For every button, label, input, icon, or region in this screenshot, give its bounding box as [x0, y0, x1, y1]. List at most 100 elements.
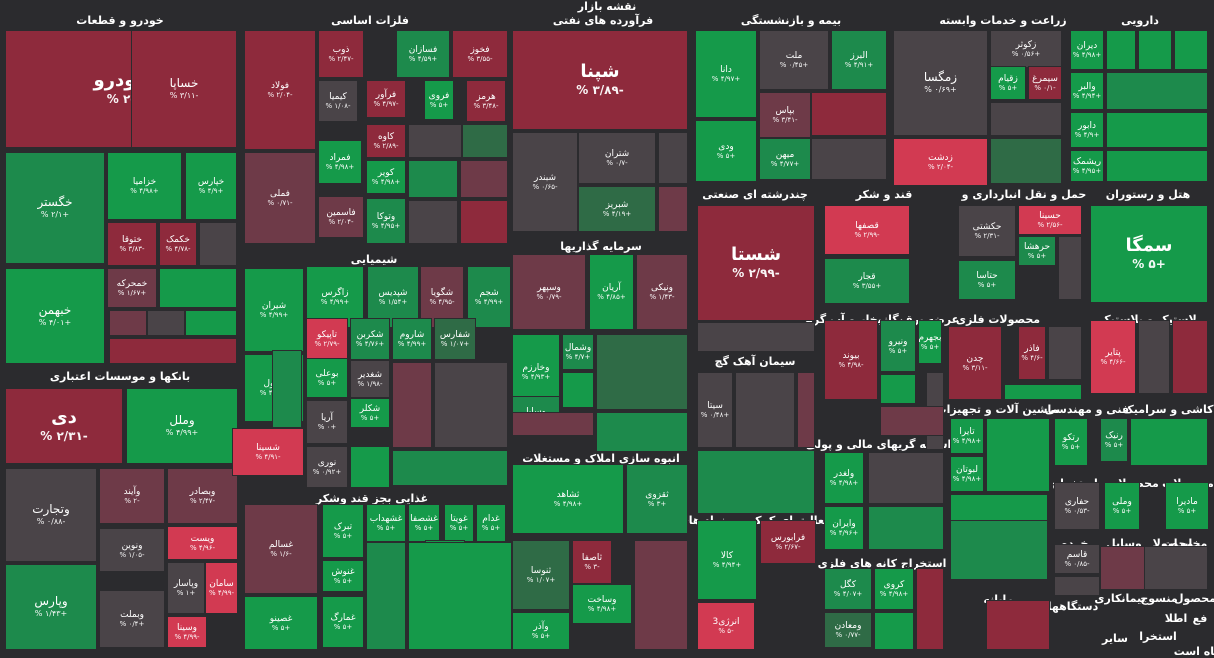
symbol-tile[interactable]: [1172, 320, 1208, 394]
symbol-tile[interactable]: ذوب -۲/۴۷ %: [318, 30, 364, 78]
symbol-tile[interactable]: [462, 124, 508, 158]
symbol-tile[interactable]: شسینا -۴/۹۱ %: [232, 428, 304, 476]
symbol-tile[interactable]: [392, 450, 508, 486]
symbol-tile[interactable]: والبر +۴/۹۴ %: [1070, 72, 1104, 110]
symbol-tile[interactable]: قصفها -۲/۹۹ %: [824, 205, 910, 255]
symbol-tile[interactable]: [1106, 112, 1208, 148]
symbol-tile[interactable]: شتران -۰/۷ %: [578, 132, 656, 184]
symbol-tile[interactable]: وملی +۵ %: [1104, 482, 1140, 530]
symbol-tile[interactable]: [1130, 418, 1208, 466]
symbol-tile[interactable]: زاگرس +۴/۹۹ %: [306, 266, 364, 328]
symbol-tile[interactable]: ثنوسا +۱/۰۷ %: [512, 540, 570, 610]
symbol-tile[interactable]: [1138, 320, 1170, 394]
symbol-tile[interactable]: فاسمین -۲/۰۴ %: [318, 196, 364, 238]
symbol-tile[interactable]: وسپهر -۰/۷۹ %: [512, 254, 586, 330]
symbol-tile[interactable]: فسازان +۴/۵۹ %: [396, 30, 450, 78]
symbol-tile[interactable]: [1004, 384, 1082, 400]
symbol-tile[interactable]: نوری +۰/۹۲ %: [306, 446, 348, 488]
symbol-tile[interactable]: وسینا -۴/۹۹ %: [167, 616, 207, 648]
symbol-tile[interactable]: [460, 200, 508, 244]
symbol-tile[interactable]: ثاصفا -۳ %: [572, 540, 612, 584]
symbol-tile[interactable]: میهن +۴/۷۷ %: [759, 138, 811, 180]
symbol-tile[interactable]: [868, 506, 944, 550]
symbol-tile[interactable]: مادیرا +۵ %: [1165, 482, 1209, 530]
symbol-tile[interactable]: سیمرغ -۰/۱ %: [1028, 66, 1062, 100]
symbol-tile[interactable]: [874, 612, 914, 650]
symbol-tile[interactable]: غمارگ +۵ %: [322, 596, 364, 648]
symbol-tile[interactable]: [634, 540, 688, 650]
symbol-tile[interactable]: دانا +۴/۹۷ %: [695, 30, 757, 118]
symbol-tile[interactable]: غدام +۵ %: [476, 504, 506, 542]
symbol-tile[interactable]: [366, 542, 406, 650]
symbol-tile[interactable]: شفارس +۱/۰۷ %: [434, 318, 476, 360]
symbol-tile[interactable]: فاذر -۴/۶ %: [1018, 326, 1046, 380]
symbol-tile[interactable]: [434, 362, 508, 448]
symbol-tile[interactable]: خپارس +۴/۹ %: [185, 152, 237, 220]
symbol-tile[interactable]: زکوثر +۰/۵۶ %: [990, 30, 1062, 68]
symbol-tile[interactable]: غنوش +۵ %: [322, 560, 364, 592]
symbol-tile[interactable]: شبریز +۴/۱۹ %: [578, 186, 656, 232]
symbol-tile[interactable]: [596, 412, 688, 452]
symbol-tile[interactable]: حسینا -۲/۵۶ %: [1018, 205, 1082, 235]
symbol-tile[interactable]: [109, 338, 237, 364]
symbol-tile[interactable]: وشمال +۴/۷ %: [562, 334, 594, 370]
symbol-tile[interactable]: وبملت +۰/۴ %: [99, 590, 165, 648]
symbol-tile[interactable]: کویر +۴/۹۸ %: [366, 160, 406, 194]
symbol-tile[interactable]: شاروم +۴/۹۹ %: [392, 318, 432, 360]
symbol-tile[interactable]: [697, 450, 815, 514]
symbol-tile[interactable]: [697, 322, 815, 352]
symbol-tile[interactable]: وساخت +۴/۹۸ %: [572, 584, 632, 624]
symbol-tile[interactable]: [350, 446, 390, 488]
symbol-tile[interactable]: خبهمن +۴/۰۱ %: [5, 268, 105, 364]
symbol-tile[interactable]: غسالم -۱/۶ %: [244, 504, 318, 594]
symbol-tile[interactable]: [159, 268, 237, 308]
symbol-tile[interactable]: بجهرم +۵ %: [918, 320, 942, 364]
symbol-tile[interactable]: [1054, 576, 1100, 596]
symbol-tile[interactable]: آریان +۴/۸۵ %: [589, 254, 634, 330]
symbol-tile[interactable]: [1144, 546, 1208, 590]
symbol-tile[interactable]: خساپا -۳/۱۱ %: [131, 30, 237, 148]
symbol-tile[interactable]: [797, 372, 815, 448]
symbol-tile[interactable]: هرمز -۳/۴۸ %: [466, 80, 506, 122]
symbol-tile[interactable]: ونیرو +۵ %: [880, 320, 916, 372]
symbol-tile[interactable]: ریشمک +۴/۹۵ %: [1070, 150, 1104, 182]
symbol-tile[interactable]: فرآور -۴/۹۷ %: [366, 80, 406, 118]
symbol-tile[interactable]: ختوقا -۳/۸۳ %: [107, 222, 157, 266]
symbol-tile[interactable]: ونیکی -۱/۴۳ %: [636, 254, 688, 330]
symbol-tile[interactable]: فملی -۰/۷۱ %: [244, 152, 316, 244]
symbol-tile[interactable]: ویست -۴/۹۶ %: [167, 526, 238, 560]
symbol-tile[interactable]: [199, 222, 237, 266]
symbol-tile[interactable]: لبوتان +۴/۹۸ %: [950, 456, 984, 492]
symbol-tile[interactable]: [1174, 30, 1208, 70]
symbol-tile[interactable]: ملت +۰/۴۵ %: [759, 30, 829, 90]
symbol-tile[interactable]: وپارس +۱/۴۳ %: [5, 564, 97, 650]
symbol-tile[interactable]: ودی +۵ %: [695, 120, 757, 182]
symbol-tile[interactable]: [916, 568, 944, 650]
symbol-tile[interactable]: [1058, 236, 1082, 300]
symbol-tile[interactable]: وتوکا +۴/۹۵ %: [366, 198, 406, 244]
symbol-tile[interactable]: وپاسار +۱ %: [167, 562, 205, 614]
symbol-tile[interactable]: [408, 200, 458, 244]
symbol-tile[interactable]: [735, 372, 795, 448]
symbol-tile[interactable]: حتاسا +۵ %: [958, 260, 1016, 300]
symbol-tile[interactable]: چدن -۳/۱۱ %: [948, 326, 1002, 400]
symbol-tile[interactable]: ونوین -۱/۰۵ %: [99, 528, 165, 572]
symbol-tile[interactable]: زدشت -۲/۰۴ %: [893, 138, 988, 186]
symbol-tile[interactable]: وایران +۴/۹۶ %: [824, 506, 864, 550]
symbol-tile[interactable]: فمراد +۴/۹۸ %: [318, 140, 362, 184]
symbol-tile[interactable]: غشهداب +۵ %: [366, 504, 406, 542]
symbol-tile[interactable]: تبرک +۵ %: [322, 504, 364, 558]
symbol-tile[interactable]: [408, 124, 462, 158]
symbol-tile[interactable]: [811, 138, 887, 180]
symbol-tile[interactable]: فرابورس -۲/۶۷ %: [760, 520, 816, 564]
symbol-tile[interactable]: شجم +۴/۹۹ %: [467, 266, 511, 328]
symbol-tile[interactable]: انرژی3 -۵ %: [697, 602, 755, 650]
symbol-tile[interactable]: [562, 372, 594, 408]
symbol-tile[interactable]: فخوز -۳/۵۵ %: [452, 30, 508, 78]
symbol-tile[interactable]: شیران +۴/۹۹ %: [244, 268, 304, 352]
symbol-tile[interactable]: [990, 102, 1062, 136]
symbol-tile[interactable]: شگویا -۴/۹۵ %: [420, 266, 464, 328]
symbol-tile[interactable]: غصینو +۵ %: [244, 596, 318, 650]
symbol-tile[interactable]: قجار +۳/۵۵ %: [824, 258, 910, 304]
symbol-tile[interactable]: [811, 92, 887, 136]
